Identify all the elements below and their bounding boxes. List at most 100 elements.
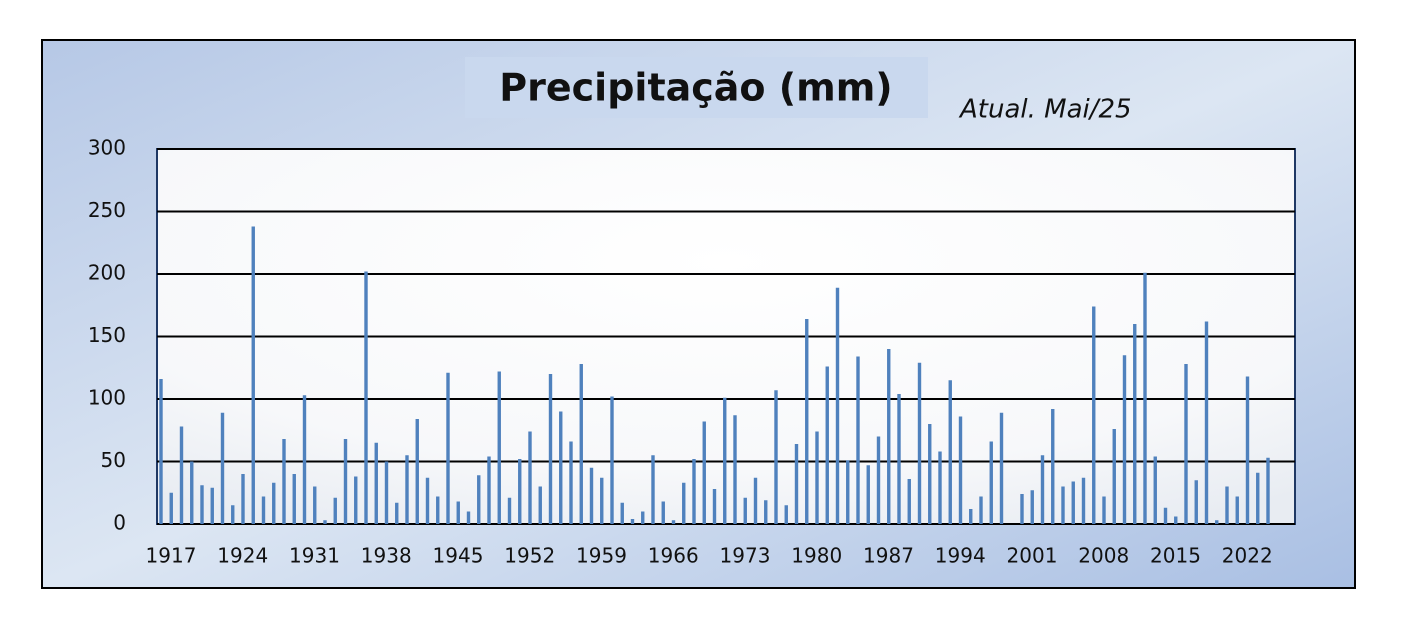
bar <box>1071 481 1075 524</box>
bar <box>856 356 860 524</box>
bar <box>159 379 163 524</box>
bar <box>1245 376 1250 524</box>
bar <box>1092 306 1096 524</box>
y-tick-label: 200 <box>88 261 126 285</box>
bar <box>446 372 450 524</box>
bar <box>302 395 307 524</box>
bar <box>538 486 542 524</box>
bar <box>1143 272 1147 524</box>
x-tick-label: 1945 <box>433 544 484 568</box>
x-tick-label: 2001 <box>1007 544 1058 568</box>
bar <box>1061 486 1065 524</box>
bar <box>1256 472 1260 524</box>
bar <box>774 390 778 524</box>
chart-title: Precipitação (mm) <box>499 66 892 110</box>
bar <box>928 424 932 524</box>
bar <box>518 459 522 524</box>
bar <box>897 394 901 524</box>
bar <box>825 366 829 524</box>
bar <box>999 412 1004 524</box>
bar <box>866 465 870 524</box>
bar <box>384 461 389 524</box>
bar <box>1133 324 1137 524</box>
bar <box>333 497 337 524</box>
bar <box>702 421 706 524</box>
bar <box>948 380 952 524</box>
bar <box>733 415 737 524</box>
bar <box>343 439 348 524</box>
bar <box>1112 429 1116 524</box>
bar <box>374 442 378 524</box>
bar <box>292 474 296 524</box>
bar <box>313 486 317 524</box>
bar <box>251 226 255 524</box>
bar <box>272 482 276 524</box>
x-tick-label: 1987 <box>863 544 914 568</box>
bar <box>1020 494 1024 524</box>
bar <box>630 519 635 524</box>
y-tick-label: 50 <box>101 448 126 472</box>
bar <box>579 364 583 524</box>
bar <box>210 487 214 524</box>
bar <box>169 492 173 524</box>
y-tick-label: 100 <box>88 386 126 410</box>
bar <box>231 505 235 524</box>
bar <box>528 431 532 524</box>
x-tick-label: 1973 <box>720 544 771 568</box>
bar <box>743 497 747 524</box>
bar <box>661 501 665 524</box>
bar <box>405 455 409 524</box>
y-tick-label: 250 <box>88 198 126 222</box>
bar <box>1081 477 1086 524</box>
bar <box>917 362 922 524</box>
y-tick-label: 150 <box>88 323 126 347</box>
bar <box>179 426 184 524</box>
annotation: Atual. Mai/25 <box>958 95 1132 125</box>
bar <box>794 444 799 524</box>
bar <box>487 456 491 524</box>
bar <box>764 500 768 524</box>
bar <box>1174 516 1178 524</box>
bar <box>477 475 481 524</box>
bar <box>466 511 471 524</box>
bar <box>1194 480 1198 524</box>
bar <box>497 371 501 524</box>
bar <box>220 412 225 524</box>
bar <box>805 319 809 524</box>
bar <box>395 502 399 524</box>
bar <box>723 397 727 524</box>
bar <box>1040 455 1045 524</box>
bar <box>641 511 645 524</box>
bar <box>682 482 686 524</box>
bar <box>456 501 460 524</box>
bar <box>241 474 245 524</box>
bar <box>1122 355 1127 524</box>
x-tick-label: 1938 <box>361 544 412 568</box>
x-tick-label: 2008 <box>1078 544 1129 568</box>
x-tick-label: 1994 <box>935 544 986 568</box>
bar <box>1030 490 1034 524</box>
bar <box>282 439 286 524</box>
bar <box>415 419 419 524</box>
bar <box>784 505 788 524</box>
bar <box>1102 496 1106 524</box>
bar <box>692 459 696 524</box>
bar <box>1235 496 1239 524</box>
bar <box>938 451 942 524</box>
bar <box>1225 486 1229 524</box>
bar <box>958 416 963 524</box>
bar <box>559 411 563 524</box>
bar <box>507 497 512 524</box>
bar <box>1184 364 1188 524</box>
x-tick-label: 2015 <box>1150 544 1201 568</box>
bar <box>1163 507 1168 524</box>
bar <box>969 509 973 524</box>
bar <box>600 477 604 524</box>
bar <box>1204 321 1209 524</box>
bar <box>620 502 624 524</box>
bar <box>323 520 327 524</box>
bar <box>651 455 655 524</box>
bar <box>876 436 881 524</box>
bar <box>989 441 993 524</box>
